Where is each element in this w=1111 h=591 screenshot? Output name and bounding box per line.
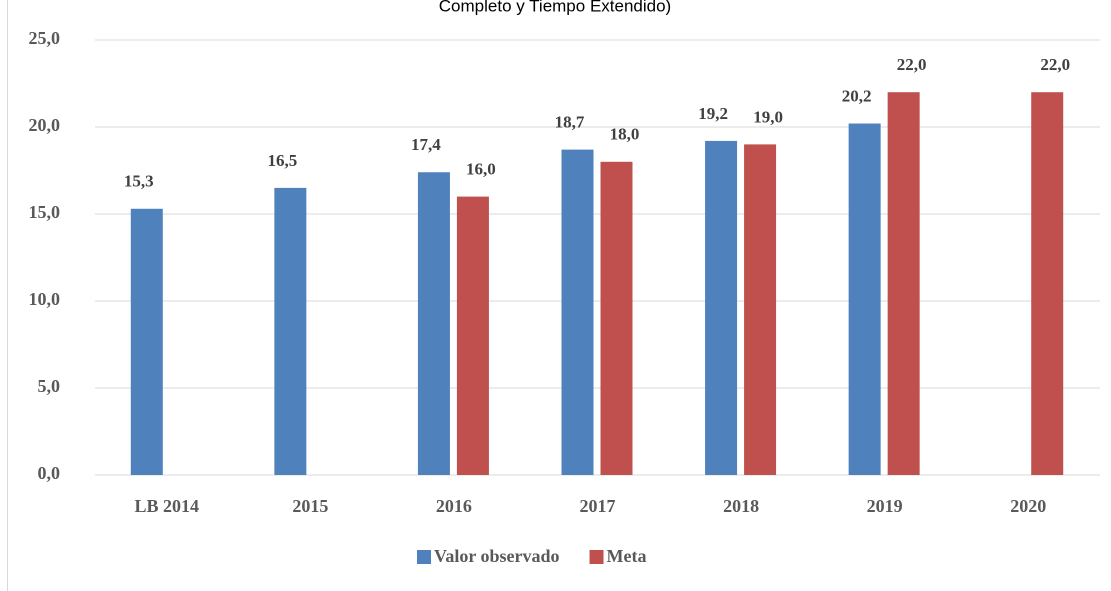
x-tick-label: 2016: [436, 496, 472, 516]
bar: [456, 196, 489, 475]
bar: [417, 172, 450, 476]
data-label: 18,7: [555, 113, 585, 132]
y-tick-label: 5,0: [38, 376, 61, 396]
x-tick-label: 2018: [723, 496, 759, 516]
x-tick-label: 2015: [292, 496, 328, 516]
bar: [744, 144, 777, 475]
y-tick-label: 10,0: [29, 289, 61, 309]
x-tick-label: LB 2014: [135, 496, 200, 516]
legend-label: Meta: [607, 546, 647, 566]
bar: [600, 161, 633, 476]
data-label: 20,2: [842, 86, 872, 105]
x-tick-label: 2017: [580, 496, 616, 516]
data-label: 18,0: [610, 125, 640, 144]
data-label: 22,0: [1040, 55, 1070, 74]
y-tick-label: 25,0: [29, 28, 61, 48]
bar: [887, 92, 920, 475]
legend-label: Valor observado: [434, 546, 560, 566]
chart-title: Completo y Tiempo Extendido): [439, 0, 671, 15]
bar: [705, 140, 738, 476]
x-tick-label: 2020: [1010, 496, 1046, 516]
y-tick-label: 20,0: [29, 115, 61, 135]
bar: [561, 149, 594, 475]
bar: [1031, 92, 1064, 475]
y-tick-label: 15,0: [29, 202, 61, 222]
data-label: 22,0: [897, 55, 927, 74]
data-label: 17,4: [411, 135, 441, 154]
bar: [848, 123, 881, 476]
data-label: 16,0: [466, 160, 496, 179]
data-label: 19,0: [753, 107, 783, 126]
x-tick-label: 2019: [867, 496, 903, 516]
legend-swatch: [417, 550, 431, 564]
bar: [130, 208, 163, 475]
data-label: 16,5: [267, 151, 297, 170]
legend-swatch: [589, 550, 604, 564]
data-label: 15,3: [124, 172, 154, 191]
data-label: 19,2: [698, 104, 728, 123]
y-tick-label: 0,0: [38, 463, 61, 483]
bar: [274, 187, 307, 475]
